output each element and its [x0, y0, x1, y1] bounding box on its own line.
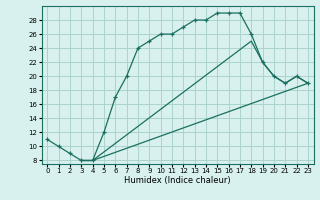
X-axis label: Humidex (Indice chaleur): Humidex (Indice chaleur)	[124, 176, 231, 185]
